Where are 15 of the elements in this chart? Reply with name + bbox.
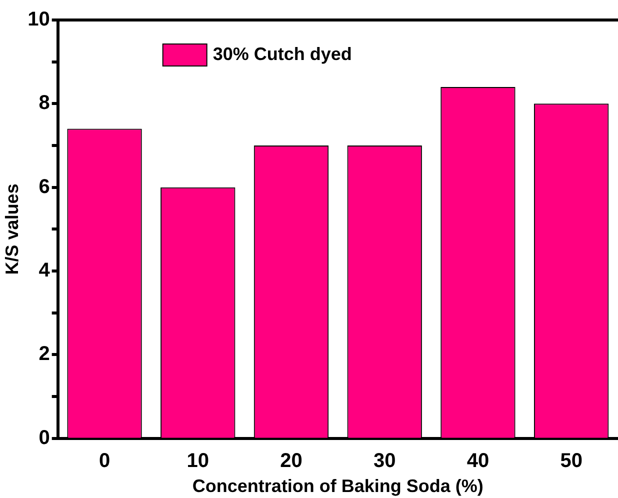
y-tick-label: 10 <box>28 8 50 31</box>
x-tick-label: 50 <box>560 450 582 472</box>
x-axis-title: Concentration of Baking Soda (%) <box>192 476 484 496</box>
y-tick-label: 4 <box>38 260 51 282</box>
y-axis-title: K/S values <box>2 184 22 275</box>
x-tick-label: 30 <box>373 450 396 472</box>
y-tick-label: 2 <box>38 343 50 366</box>
y-tick-label: 0 <box>38 426 50 449</box>
x-tick-label: 20 <box>280 450 302 472</box>
y-tick-label: 6 <box>38 176 50 198</box>
legend-label: 30% Cutch dyed <box>212 44 352 64</box>
x-tick-label: 40 <box>466 450 490 472</box>
y-tick-label: 8 <box>38 92 50 114</box>
x-tick-label: 0 <box>98 450 110 472</box>
x-tick-label: 10 <box>186 450 210 472</box>
